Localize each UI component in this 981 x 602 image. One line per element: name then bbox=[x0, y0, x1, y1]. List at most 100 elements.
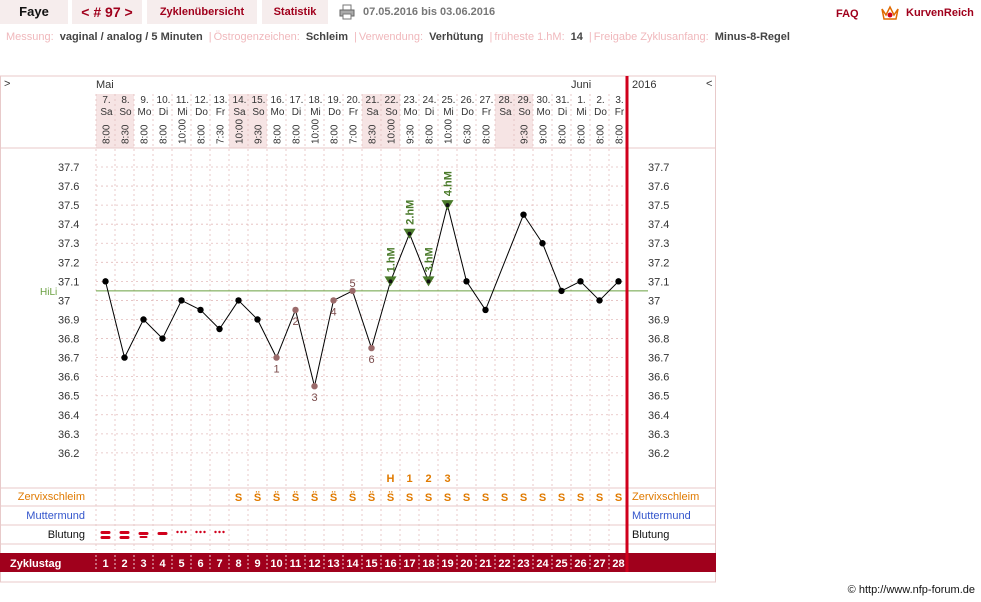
day-time: 8:00 bbox=[140, 124, 151, 144]
cycle-day-number: 4 bbox=[159, 558, 166, 570]
day-weekday: So bbox=[385, 107, 398, 118]
cycle-day-number: 25 bbox=[555, 558, 567, 570]
bleeding-mark bbox=[119, 536, 130, 539]
day-time: 10:00 bbox=[444, 119, 455, 144]
cycle-day-number: 20 bbox=[460, 558, 472, 570]
day-time: 7:00 bbox=[349, 124, 360, 144]
cervix-value: S bbox=[444, 492, 451, 504]
temp-line-segment bbox=[352, 290, 372, 349]
day-date: 18. bbox=[309, 95, 323, 106]
day-time: 10:00 bbox=[311, 119, 322, 144]
day-weekday: Mo bbox=[537, 107, 551, 118]
temp-line-segment bbox=[409, 233, 429, 282]
y-tick-left: 37.6 bbox=[58, 181, 79, 193]
temp-point bbox=[368, 344, 375, 352]
cervix-value: S bbox=[615, 492, 622, 504]
temp-point bbox=[463, 278, 470, 285]
day-weekday: Di bbox=[558, 107, 567, 118]
spotting-mark bbox=[180, 530, 183, 534]
day-time: 6:30 bbox=[463, 124, 474, 144]
day-weekday: Mo bbox=[404, 107, 418, 118]
cervix-value: S bbox=[463, 492, 470, 504]
temp-point bbox=[558, 287, 565, 295]
temp-point bbox=[254, 316, 261, 323]
bleeding-mark bbox=[139, 536, 148, 538]
print-icon[interactable] bbox=[339, 4, 355, 23]
tab-statistics[interactable]: Statistik bbox=[262, 0, 328, 24]
cycle-number-nav[interactable]: < # 97 > bbox=[72, 0, 142, 24]
y-tick-right: 36.9 bbox=[648, 314, 669, 326]
day-weekday: So bbox=[518, 107, 531, 118]
day-weekday: Fr bbox=[615, 107, 625, 118]
day-date: 19. bbox=[328, 95, 342, 106]
high-label: 2.hM bbox=[405, 200, 417, 225]
y-tick-left: 37.2 bbox=[58, 257, 79, 269]
peak-label: 3 bbox=[444, 473, 450, 485]
temp-line-segment bbox=[143, 319, 163, 339]
day-time: 7:30 bbox=[216, 124, 227, 144]
y-tick-left: 36.3 bbox=[58, 429, 79, 441]
temp-point bbox=[520, 211, 527, 218]
day-date: 1. bbox=[577, 95, 585, 106]
cycle-day-number: 6 bbox=[197, 558, 203, 570]
kurvenreich-logo[interactable]: KurvenReich bbox=[880, 3, 974, 23]
y-tick-left: 37.1 bbox=[58, 276, 79, 288]
y-tick-right: 37.6 bbox=[648, 181, 669, 193]
low-label: 2 bbox=[292, 316, 298, 328]
day-date: 9. bbox=[140, 95, 148, 106]
temp-point bbox=[577, 278, 584, 285]
day-time: 8:30 bbox=[368, 124, 379, 144]
faq-link[interactable]: FAQ bbox=[836, 8, 859, 20]
day-date: 13. bbox=[214, 95, 228, 106]
temp-line-segment bbox=[333, 290, 353, 301]
cervix-value: S̈ bbox=[311, 491, 318, 504]
day-date: 23. bbox=[404, 95, 418, 106]
temp-point bbox=[178, 297, 185, 304]
peak-label: 2 bbox=[425, 473, 431, 485]
temp-line-segment bbox=[238, 300, 258, 320]
day-time: 8:30 bbox=[121, 124, 132, 144]
temp-line-segment bbox=[200, 309, 220, 330]
day-date: 24. bbox=[423, 95, 437, 106]
info-value: Verhütung bbox=[429, 31, 484, 43]
cycle-day-bar bbox=[0, 553, 716, 572]
cycle-day-number: 27 bbox=[593, 558, 605, 570]
cycle-day-number: 7 bbox=[216, 558, 222, 570]
cervix-value: S bbox=[558, 492, 565, 504]
day-date: 14. bbox=[233, 95, 247, 106]
y-tick-left: 36.5 bbox=[58, 391, 79, 403]
day-time: 10:00 bbox=[387, 119, 398, 144]
temp-line-segment bbox=[295, 309, 315, 387]
cervix-value: S bbox=[577, 492, 584, 504]
temp-point bbox=[388, 279, 393, 284]
temp-point bbox=[349, 287, 356, 295]
y-tick-right: 37 bbox=[648, 295, 660, 307]
temp-point bbox=[197, 306, 204, 314]
temp-point bbox=[216, 325, 223, 333]
cycle-day-number: 14 bbox=[346, 558, 359, 570]
day-weekday: Do bbox=[195, 107, 208, 118]
temp-line-segment bbox=[257, 319, 277, 358]
temp-line-segment bbox=[162, 300, 182, 339]
cycle-day-number: 24 bbox=[536, 558, 549, 570]
day-time: 8:00 bbox=[577, 124, 588, 144]
temp-point bbox=[273, 354, 280, 361]
day-date: 29. bbox=[518, 95, 532, 106]
coverline-label: HiLi bbox=[40, 287, 57, 298]
user-name-tab[interactable]: Faye bbox=[0, 0, 68, 24]
temp-line-segment bbox=[314, 300, 334, 387]
cycle-day-number: 19 bbox=[441, 558, 453, 570]
temp-point bbox=[102, 278, 109, 285]
low-label: 6 bbox=[368, 354, 374, 366]
tab-cycle-overview[interactable]: Zyklenübersicht bbox=[147, 0, 257, 24]
spotting-mark bbox=[214, 530, 217, 534]
temp-point bbox=[407, 231, 412, 236]
cervix-value: S bbox=[235, 492, 242, 504]
cervix-value: S̈ bbox=[368, 491, 375, 504]
high-label: 3.hM bbox=[424, 247, 436, 272]
day-time: 8:00 bbox=[596, 124, 607, 144]
nav-left-arrow: > bbox=[4, 78, 10, 90]
info-value: 14 bbox=[570, 31, 583, 43]
cycle-day-number: 21 bbox=[479, 558, 491, 570]
